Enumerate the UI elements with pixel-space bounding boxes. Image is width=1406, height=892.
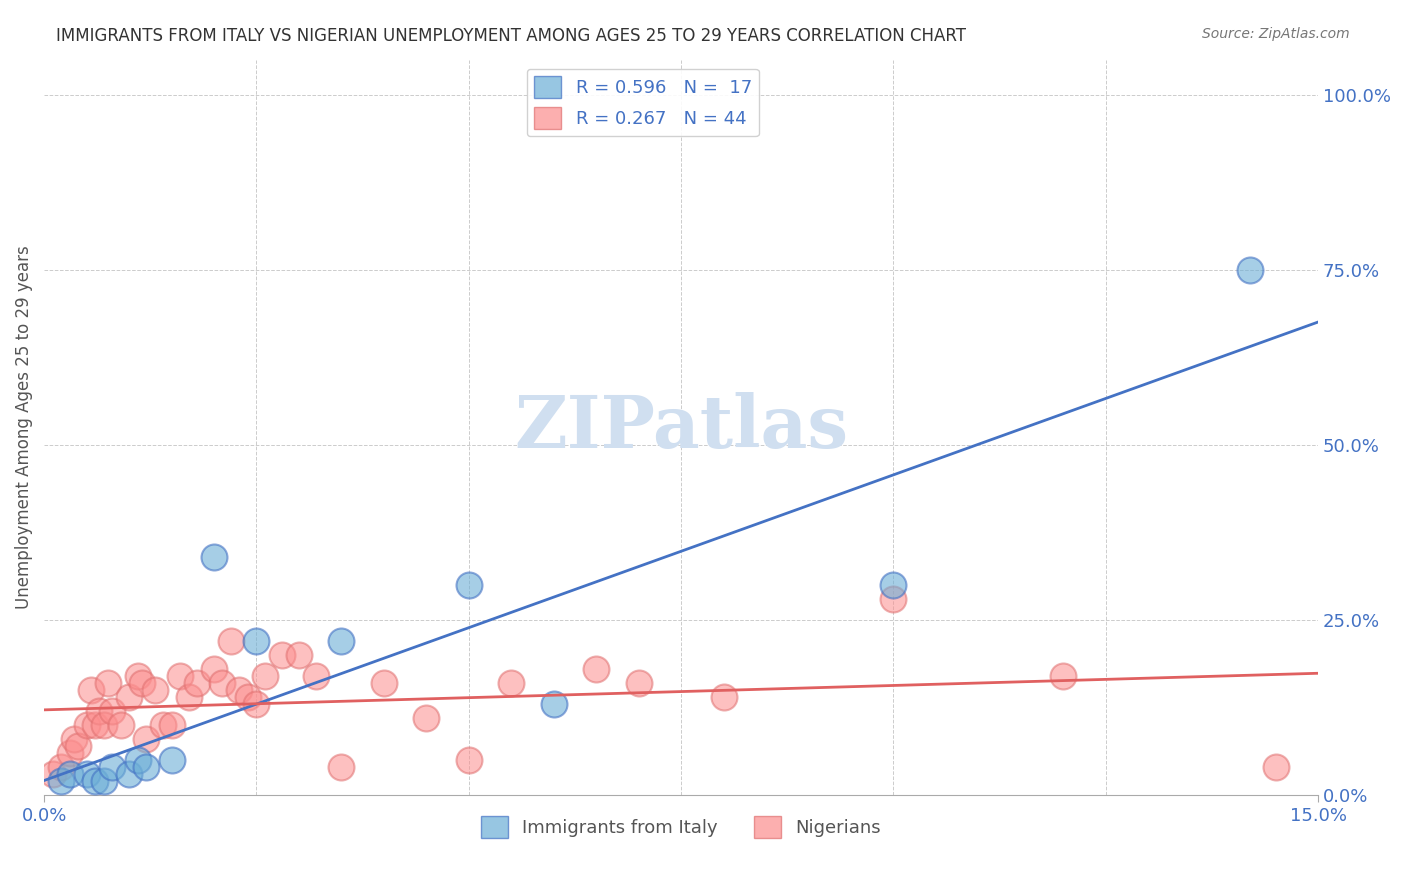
Point bbox=[415, 711, 437, 725]
Point bbox=[49, 774, 72, 789]
Point bbox=[228, 683, 250, 698]
Point bbox=[177, 690, 200, 705]
Point bbox=[271, 648, 294, 663]
Point bbox=[84, 774, 107, 789]
Point bbox=[245, 634, 267, 648]
Point bbox=[501, 676, 523, 690]
Point bbox=[288, 648, 311, 663]
Point bbox=[93, 774, 115, 789]
Point bbox=[211, 676, 233, 690]
Point bbox=[882, 592, 904, 607]
Point bbox=[93, 718, 115, 732]
Y-axis label: Unemployment Among Ages 25 to 29 years: Unemployment Among Ages 25 to 29 years bbox=[15, 245, 32, 609]
Point bbox=[101, 704, 124, 718]
Point bbox=[41, 767, 63, 781]
Point bbox=[135, 732, 157, 747]
Point bbox=[101, 760, 124, 774]
Point bbox=[585, 662, 607, 676]
Point bbox=[135, 760, 157, 774]
Point bbox=[713, 690, 735, 705]
Point bbox=[330, 760, 353, 774]
Point bbox=[143, 683, 166, 698]
Point bbox=[253, 669, 276, 683]
Point bbox=[89, 704, 111, 718]
Point bbox=[305, 669, 328, 683]
Point bbox=[457, 753, 479, 767]
Point bbox=[110, 718, 132, 732]
Point bbox=[202, 662, 225, 676]
Point bbox=[76, 767, 98, 781]
Point bbox=[118, 767, 141, 781]
Point bbox=[1264, 760, 1286, 774]
Point bbox=[627, 676, 650, 690]
Point bbox=[58, 747, 80, 761]
Point bbox=[1239, 262, 1261, 277]
Point bbox=[97, 676, 120, 690]
Text: IMMIGRANTS FROM ITALY VS NIGERIAN UNEMPLOYMENT AMONG AGES 25 TO 29 YEARS CORRELA: IMMIGRANTS FROM ITALY VS NIGERIAN UNEMPL… bbox=[56, 27, 966, 45]
Point bbox=[118, 690, 141, 705]
Point bbox=[882, 578, 904, 592]
Point bbox=[186, 676, 208, 690]
Point bbox=[127, 753, 149, 767]
Point bbox=[63, 732, 86, 747]
Point bbox=[49, 760, 72, 774]
Point bbox=[330, 634, 353, 648]
Point bbox=[67, 739, 90, 754]
Point bbox=[245, 698, 267, 712]
Point bbox=[169, 669, 191, 683]
Point bbox=[131, 676, 153, 690]
Point bbox=[76, 718, 98, 732]
Point bbox=[84, 718, 107, 732]
Point bbox=[80, 683, 103, 698]
Point bbox=[160, 718, 183, 732]
Point bbox=[219, 634, 242, 648]
Text: Source: ZipAtlas.com: Source: ZipAtlas.com bbox=[1202, 27, 1350, 41]
Point bbox=[543, 698, 565, 712]
Point bbox=[1052, 669, 1074, 683]
Text: ZIPatlas: ZIPatlas bbox=[515, 392, 848, 463]
Legend: Immigrants from Italy, Nigerians: Immigrants from Italy, Nigerians bbox=[474, 809, 889, 846]
Point bbox=[127, 669, 149, 683]
Point bbox=[58, 767, 80, 781]
Point bbox=[202, 550, 225, 565]
Point bbox=[457, 578, 479, 592]
Point bbox=[152, 718, 174, 732]
Point bbox=[160, 753, 183, 767]
Point bbox=[373, 676, 395, 690]
Point bbox=[236, 690, 259, 705]
